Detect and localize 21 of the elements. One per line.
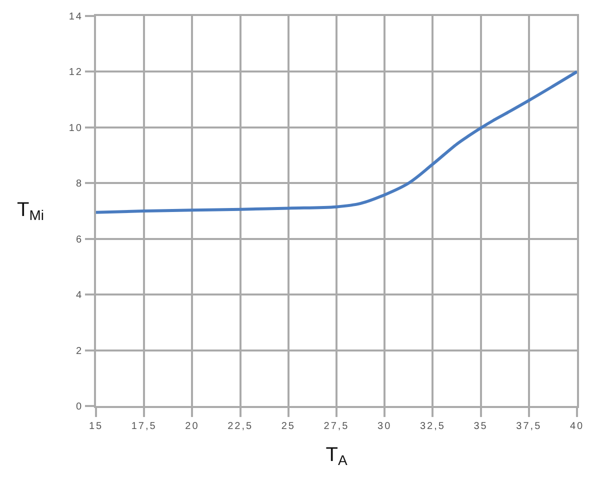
x-axis-title: T$_{A}$	[326, 444, 348, 468]
x-tick-label: 40	[570, 421, 584, 432]
x-tick-label: 30	[378, 421, 392, 432]
y-tick-label: 2	[76, 346, 83, 357]
x-tick-label: 22,5	[228, 421, 254, 432]
y-tick-label: 6	[76, 234, 83, 246]
y-tick-label: 12	[68, 67, 83, 78]
x-tick-label: 25	[281, 421, 296, 432]
y-tick-label: 8	[76, 178, 83, 190]
y-tick-label: 0	[76, 402, 83, 412]
x-tick-label: 35	[474, 421, 488, 432]
y-tick-label: 14	[68, 12, 83, 22]
x-tick-label: 20	[185, 421, 200, 432]
x-tick-label: 17,5	[131, 421, 157, 432]
y-axis-title: T$_{Mi}$	[17, 199, 44, 224]
x-tick-label: 15	[88, 421, 104, 432]
x-tick-label: 27,5	[324, 421, 350, 432]
y-tick-label: 10	[68, 122, 83, 134]
x-tick-label: 32,5	[420, 421, 446, 432]
x-tick-label: 37,5	[516, 421, 542, 432]
y-tick-label: 4	[76, 290, 83, 302]
